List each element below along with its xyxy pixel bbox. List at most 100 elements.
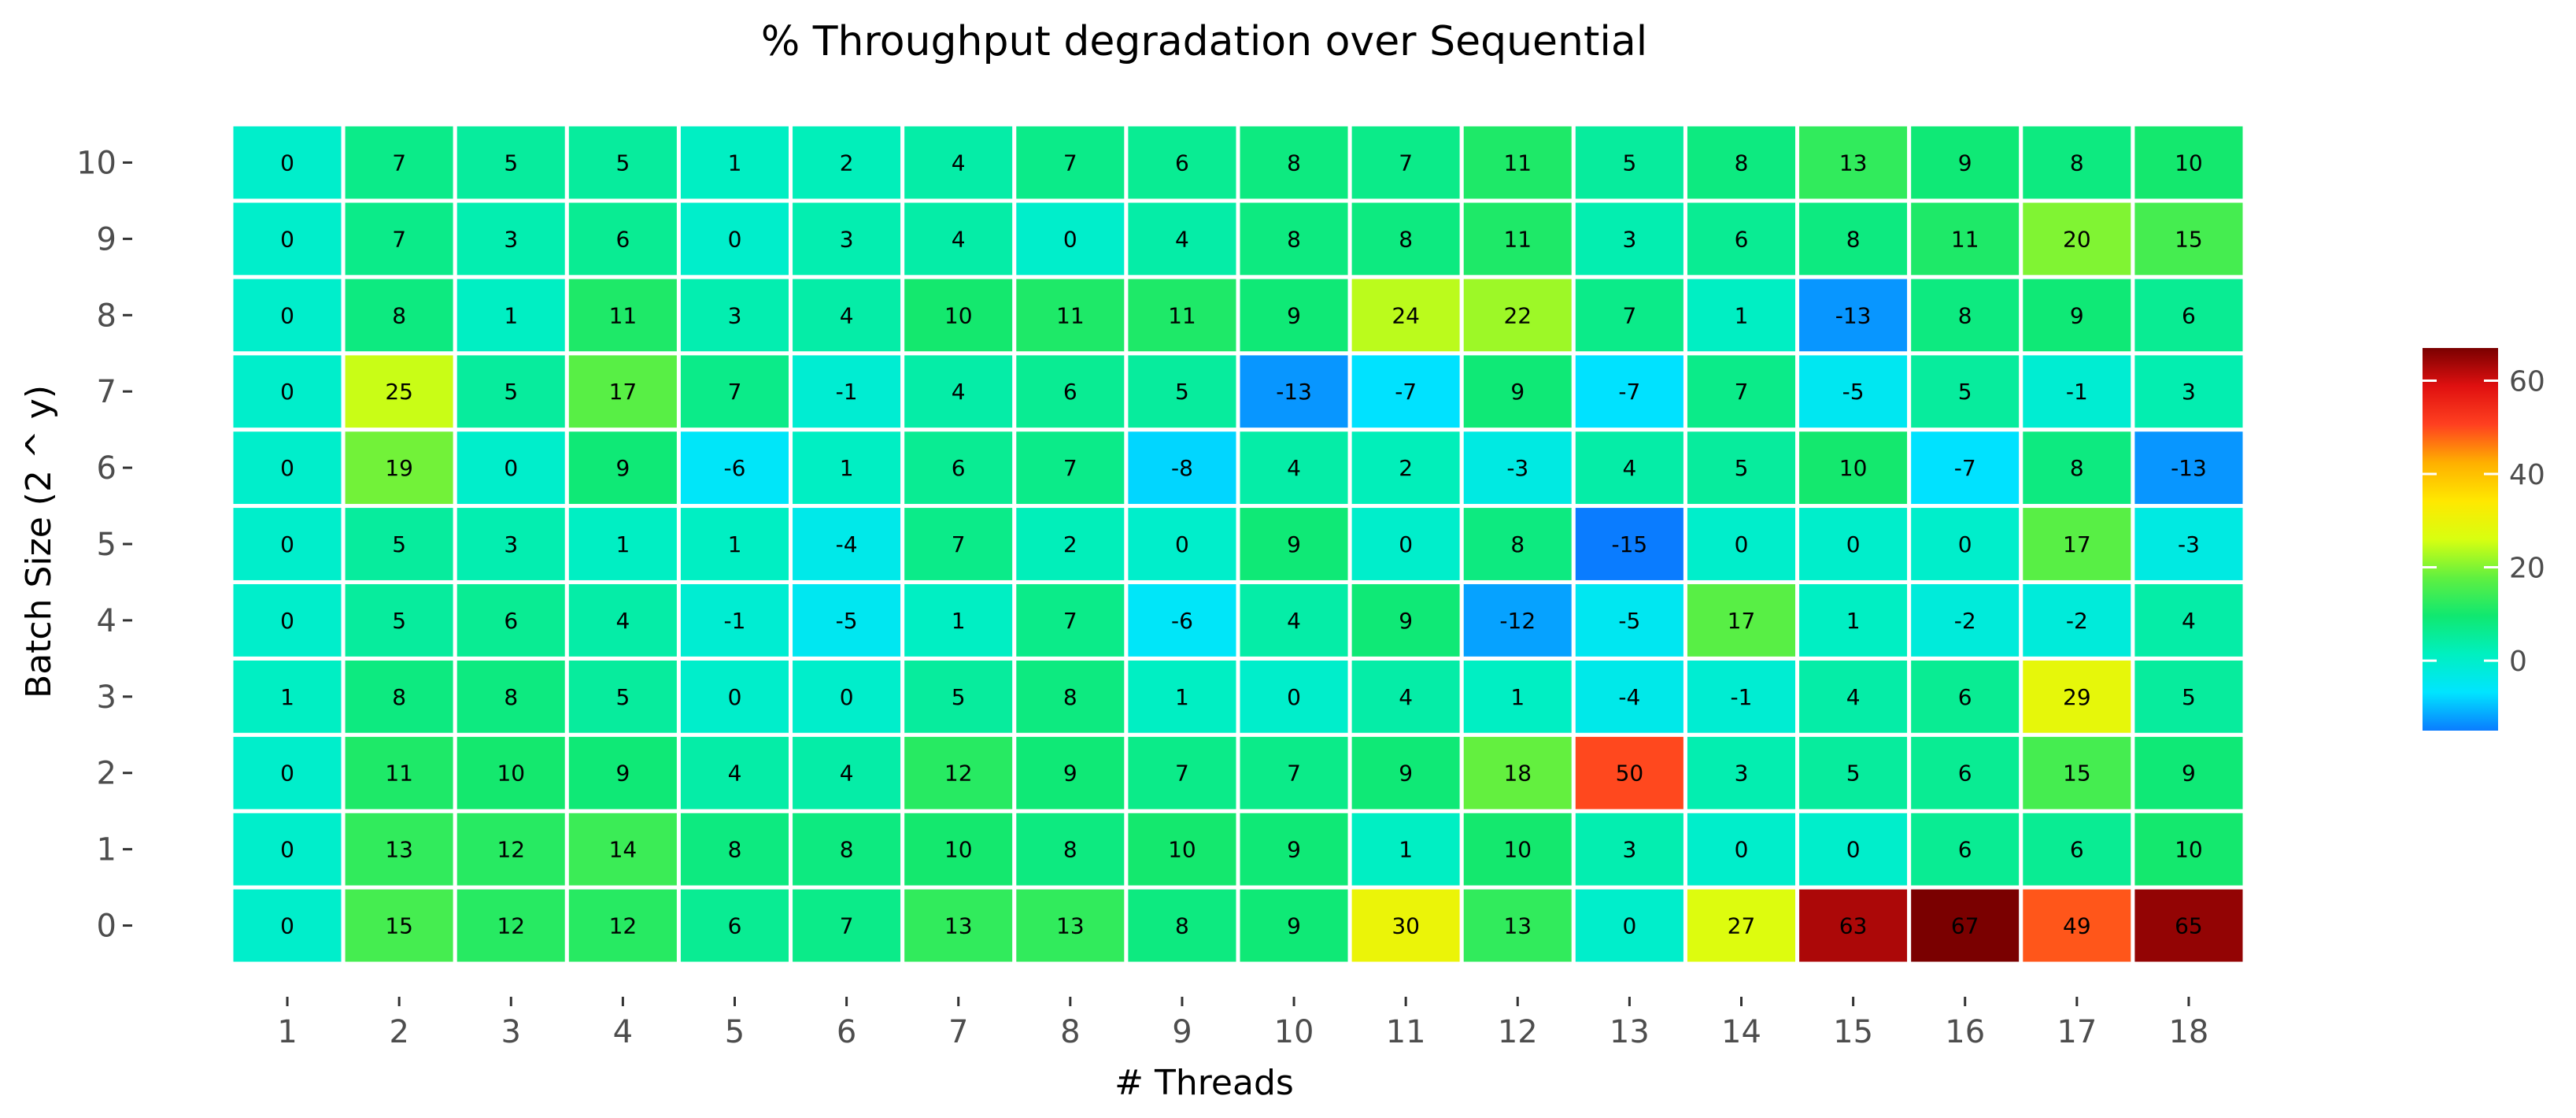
cell-value-label: 5: [504, 150, 518, 176]
cell-value-label: 9: [1399, 608, 1413, 634]
heatmap-cell: [1236, 809, 1352, 890]
cell-value-label: 7: [1622, 302, 1636, 328]
heatmap-cell: [789, 732, 905, 813]
heatmap-cell: [453, 275, 569, 356]
heatmap-cell: [1571, 732, 1687, 813]
cell-value-label: -13: [1835, 302, 1872, 328]
x-tick-label: 6: [837, 1014, 856, 1050]
cell-value-label: -6: [724, 455, 746, 481]
cell-value-label: 0: [280, 302, 294, 328]
heatmap-cell: [1683, 579, 1800, 661]
x-tick-label: 15: [1833, 1014, 1873, 1050]
heatmap-cell: [1236, 122, 1352, 203]
heatmap-cell: [229, 351, 346, 432]
cell-value-label: 22: [1503, 302, 1532, 328]
cell-value-label: 11: [1503, 150, 1532, 176]
cell-value-label: 3: [1622, 226, 1636, 252]
cell-value-label: 2: [840, 150, 854, 176]
cell-value-label: -7: [1618, 379, 1640, 405]
heatmap-cell: [900, 504, 1017, 584]
colorbar-gradient: [2423, 348, 2498, 731]
cell-value-label: 3: [840, 226, 854, 252]
heatmap-cell: [2019, 122, 2135, 203]
cell-value-label: 5: [1175, 379, 1189, 405]
cell-value-label: 8: [1735, 150, 1749, 176]
heatmap-cell: [2019, 579, 2135, 661]
cell-value-label: -7: [1395, 379, 1417, 405]
cell-value-label: 8: [1846, 226, 1861, 252]
cell-value-label: 4: [840, 302, 854, 328]
cell-value-label: 9: [1510, 379, 1525, 405]
cell-value-label: -5: [1842, 379, 1865, 405]
cell-value-label: 25: [385, 379, 413, 405]
cell-value-label: -2: [2066, 608, 2088, 634]
cell-value-label: 8: [2070, 455, 2084, 481]
cell-value-label: 50: [1616, 761, 1644, 787]
heatmap-cell: [1683, 428, 1800, 509]
cell-value-label: 9: [2070, 302, 2084, 328]
cell-value-label: 3: [728, 302, 742, 328]
x-tick-label: 2: [389, 1014, 408, 1050]
cell-value-label: 2: [1063, 531, 1077, 557]
y-tick-label: 1: [97, 832, 116, 868]
cell-value-label: 3: [1622, 837, 1636, 863]
heatmap-cell: [1347, 122, 1464, 203]
cell-value-label: 0: [1735, 531, 1749, 557]
cell-value-label: 0: [280, 226, 294, 252]
x-tick-label: 10: [1274, 1014, 1314, 1050]
heatmap-cell: [900, 122, 1017, 203]
x-tick-label: 8: [1060, 1014, 1080, 1050]
heatmap-cell: [1347, 732, 1464, 813]
cell-value-label: -2: [1954, 608, 1976, 634]
cell-value-label: 15: [2175, 226, 2203, 252]
heatmap-cell: [1012, 428, 1129, 509]
cell-value-label: 1: [615, 531, 630, 557]
heatmap-cell: [1683, 732, 1800, 813]
cell-value-label: 7: [392, 150, 406, 176]
cell-value-label: 6: [1958, 837, 1972, 863]
heatmap-cell: [1236, 428, 1352, 509]
heatmap-cell: [1571, 885, 1687, 966]
heatmap-cell: [341, 504, 457, 584]
cell-value-label: 6: [2070, 837, 2084, 863]
x-tick-label: 1: [277, 1014, 297, 1050]
y-tick-label: 2: [97, 756, 116, 792]
heatmap-cell: [1795, 428, 1912, 509]
cell-value-label: 0: [280, 150, 294, 176]
cell-value-label: 20: [2063, 226, 2091, 252]
cell-value-label: 9: [2182, 761, 2196, 787]
heatmap-cell: [789, 351, 905, 432]
cell-value-label: 10: [2175, 150, 2203, 176]
cell-value-label: 0: [1399, 531, 1413, 557]
cell-value-label: 7: [1063, 150, 1077, 176]
cell-value-label: 14: [609, 837, 638, 863]
cell-value-label: -3: [1506, 455, 1528, 481]
heatmap-cell: [676, 656, 793, 737]
heatmap-cell: [789, 122, 905, 203]
cell-value-label: 49: [2063, 913, 2091, 939]
cell-value-label: 4: [1846, 684, 1861, 710]
cell-value-label: 8: [392, 302, 406, 328]
heatmap-cell: [1571, 504, 1687, 584]
heatmap-cell: [229, 198, 346, 280]
cell-value-label: 9: [1958, 150, 1972, 176]
x-tick-label: 9: [1172, 1014, 1192, 1050]
cell-value-label: 9: [1399, 761, 1413, 787]
heatmap-cell: [2019, 809, 2135, 890]
cell-value-label: 4: [952, 150, 966, 176]
cell-value-label: 6: [1958, 761, 1972, 787]
heatmap-cell: [453, 428, 569, 509]
heatmap-cell: [1459, 275, 1576, 356]
cell-value-label: 10: [1503, 837, 1532, 863]
cell-value-label: 9: [615, 761, 630, 787]
cell-value-label: -1: [836, 379, 858, 405]
heatmap-cell: [1683, 656, 1800, 737]
cell-value-label: 3: [2182, 379, 2196, 405]
cell-value-label: 7: [392, 226, 406, 252]
cell-value-label: 1: [952, 608, 966, 634]
cell-value-label: 0: [728, 226, 742, 252]
cell-value-label: 9: [615, 455, 630, 481]
heatmap-cell: [453, 579, 569, 661]
cell-value-label: -13: [1276, 379, 1312, 405]
cell-value-label: 4: [1175, 226, 1189, 252]
